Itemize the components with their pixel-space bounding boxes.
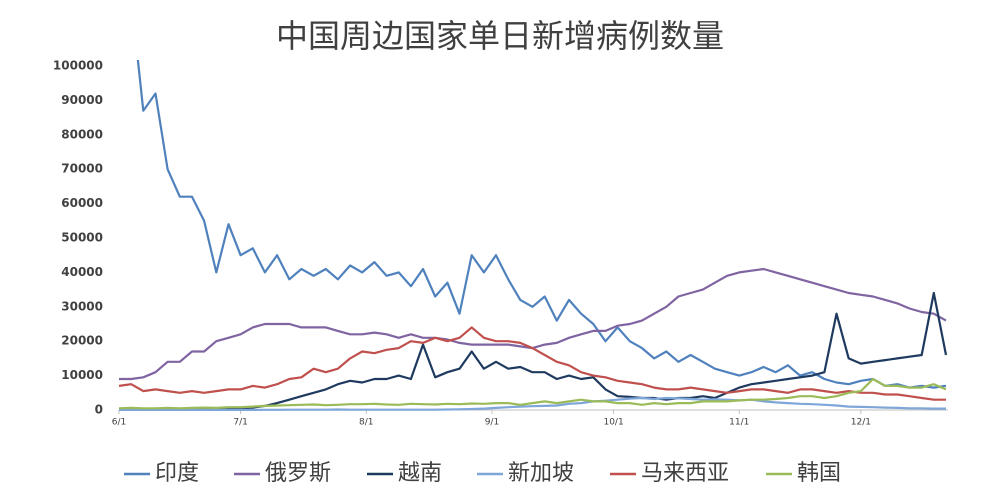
y-tick-label: 70000 (61, 162, 103, 176)
y-tick-label: 10000 (61, 368, 103, 382)
series-line (136, 60, 947, 389)
x-tick-label: 11/1 (729, 418, 749, 428)
chart-title: 中国周边国家单日新增病例数量 (276, 17, 724, 55)
x-tick-label: 8/1 (359, 418, 373, 428)
y-tick-label: 60000 (61, 196, 103, 210)
x-tick-label: 9/1 (485, 418, 499, 428)
legend-label: 俄罗斯 (265, 461, 331, 486)
legend-label: 越南 (398, 461, 442, 486)
x-tick-label: 10/1 (603, 418, 623, 428)
series-line (119, 267, 947, 381)
series-line (119, 377, 947, 410)
x-tick-label: 6/1 (112, 418, 126, 428)
legend-label: 韩国 (797, 461, 841, 486)
legend-label: 印度 (155, 461, 199, 486)
y-tick-label: 100000 (53, 59, 103, 73)
legend-label: 马来西亚 (641, 461, 729, 486)
y-tick-label: 50000 (61, 231, 103, 245)
y-tick-label: 80000 (61, 127, 103, 141)
y-tick-label: 30000 (61, 299, 103, 313)
y-tick-label: 20000 (61, 334, 103, 348)
y-tick-label: 90000 (61, 93, 103, 107)
series-line (119, 291, 948, 411)
plot-area (119, 60, 948, 411)
y-tick-label: 0 (95, 403, 103, 417)
y-tick-label: 40000 (61, 265, 103, 279)
x-tick-label: 12/1 (851, 418, 871, 428)
series-line (119, 326, 946, 401)
x-tick-label: 7/1 (233, 418, 247, 428)
legend-label: 新加坡 (508, 461, 574, 486)
series-line (119, 396, 946, 411)
